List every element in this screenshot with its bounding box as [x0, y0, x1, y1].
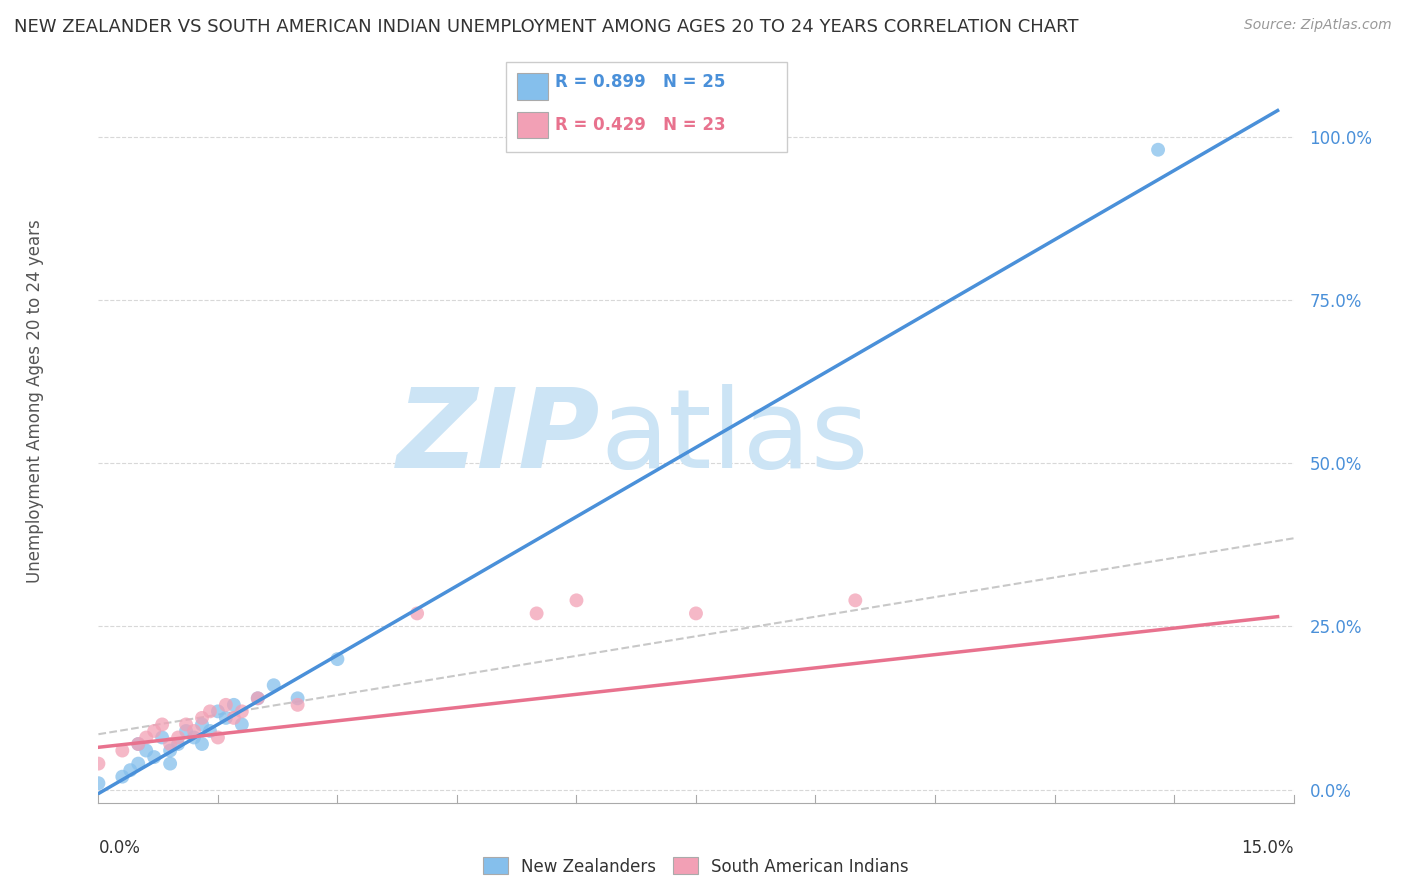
Point [111, 770, 134, 784]
Point [207, 731, 229, 745]
Point [1147, 143, 1170, 157]
Point [246, 691, 269, 706]
Point [159, 756, 181, 771]
Text: NEW ZEALANDER VS SOUTH AMERICAN INDIAN UNEMPLOYMENT AMONG AGES 20 TO 24 YEARS CO: NEW ZEALANDER VS SOUTH AMERICAN INDIAN U… [14, 18, 1078, 36]
Point [685, 607, 707, 621]
Point [191, 737, 214, 751]
Point [406, 607, 429, 621]
Point [111, 743, 134, 757]
Point [120, 763, 142, 777]
Point [222, 711, 245, 725]
Point [191, 717, 214, 731]
Point [127, 737, 149, 751]
Point [222, 698, 245, 712]
Point [231, 705, 253, 719]
Point [287, 698, 309, 712]
Point [565, 593, 588, 607]
Point [191, 711, 214, 725]
Point [844, 593, 866, 607]
Point [215, 711, 238, 725]
Text: Source: ZipAtlas.com: Source: ZipAtlas.com [1244, 18, 1392, 32]
Point [246, 691, 269, 706]
Point [150, 731, 173, 745]
Point [167, 731, 190, 745]
Point [159, 743, 181, 757]
Point [526, 607, 548, 621]
Point [215, 698, 238, 712]
Point [174, 717, 197, 731]
Point [198, 723, 221, 738]
Point [150, 717, 173, 731]
Point [127, 737, 149, 751]
Point [326, 652, 349, 666]
Legend: New Zealanders, South American Indians: New Zealanders, South American Indians [477, 851, 915, 882]
Point [135, 731, 157, 745]
Point [159, 737, 181, 751]
Point [167, 737, 190, 751]
Point [183, 731, 205, 745]
Point [87, 776, 110, 790]
Point [231, 717, 253, 731]
Point [263, 678, 285, 692]
Point [135, 743, 157, 757]
Point [174, 723, 197, 738]
Text: Unemployment Among Ages 20 to 24 years: Unemployment Among Ages 20 to 24 years [27, 219, 44, 583]
Text: 15.0%: 15.0% [1241, 838, 1294, 856]
Point [143, 750, 166, 764]
Text: atlas: atlas [600, 384, 869, 491]
Point [183, 723, 205, 738]
Text: R = 0.899   N = 25: R = 0.899 N = 25 [555, 73, 725, 91]
Point [198, 705, 221, 719]
Text: ZIP: ZIP [396, 384, 600, 491]
Text: 0.0%: 0.0% [98, 838, 141, 856]
Text: R = 0.429   N = 23: R = 0.429 N = 23 [555, 116, 725, 134]
Point [207, 705, 229, 719]
Point [127, 756, 149, 771]
Point [287, 691, 309, 706]
Point [143, 723, 166, 738]
Point [87, 756, 110, 771]
